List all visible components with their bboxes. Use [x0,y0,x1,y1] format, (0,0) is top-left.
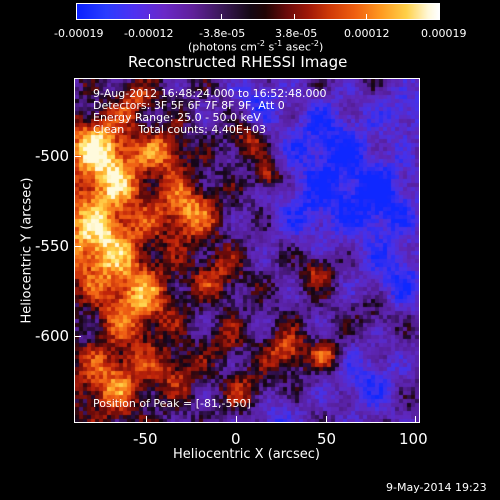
x-tick [326,416,327,423]
time-range: 9-Aug-2012 16:48:24.000 to 16:52:48.000 [93,87,327,100]
colorbar-tick-label: 0.00019 [421,27,467,40]
colorbar-tick [221,14,222,20]
detectors: Detectors: 3F 5F 6F 7F 8F 9F, Att 0 [93,99,285,112]
y-axis-label: Heliocentric Y (arcsec) [19,177,35,324]
y-tick [74,336,81,337]
rhessi-image [74,78,420,423]
colorbar-tick-label: -3.8e-05 [199,27,246,40]
rhessi-map [75,79,419,422]
colorbar-tick [76,14,77,20]
x-tick-label: 0 [231,430,241,448]
colorbar-tick-label: -0.00012 [124,27,174,40]
colorbar-tick [149,14,150,20]
x-tick [146,416,147,423]
colorbar-units: (photons cm-2 s-1 asec-2) [188,39,324,54]
y-tick [74,246,81,247]
x-tick [415,416,416,423]
x-tick-label: 100 [399,430,428,448]
footer-date: 9-May-2014 19:23 [386,481,487,494]
colorbar-tick [439,14,440,20]
x-tick-label: -50 [133,430,158,448]
y-tick-label: -600 [35,327,70,345]
colorbar-tick-label: 0.00012 [344,27,390,40]
colorbar-tick [294,14,295,20]
y-tick-label: -500 [35,147,70,165]
peak-position: Position of Peak = [-81,-550] [93,397,251,410]
x-tick-label: 50 [317,430,337,448]
y-tick [74,156,81,157]
image-title: Reconstructed RHESSI Image [128,53,348,71]
colorbar-tick [366,14,367,20]
x-axis-label: Heliocentric X (arcsec) [173,447,320,462]
colorbar [76,3,440,20]
y-tick-label: -550 [35,237,70,255]
colorbar-tick-label: -0.00019 [54,27,104,40]
colorbar-tick-label: 3.8e-05 [275,27,318,40]
clean-counts: Clean Total counts: 4.40E+03 [93,123,267,136]
energy-range: Energy Range: 25.0 - 50.0 keV [93,111,261,124]
x-tick [236,416,237,423]
